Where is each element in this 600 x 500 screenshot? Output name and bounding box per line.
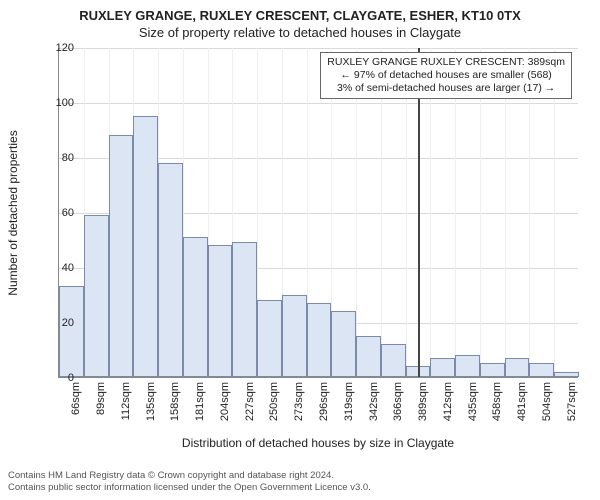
x-tick-label: 389sqm: [417, 382, 429, 432]
gridline-h: [59, 103, 578, 104]
x-tick-label: 250sqm: [268, 382, 280, 432]
y-tick-label: 40: [48, 262, 74, 274]
x-tick-label: 181sqm: [194, 382, 206, 432]
y-axis-label: Number of detached properties: [6, 48, 22, 378]
annotation-line-2: 3% of semi-detached houses are larger (1…: [327, 82, 565, 95]
x-tick-label: 435sqm: [467, 382, 479, 432]
histogram-bar: [282, 295, 307, 378]
x-tick-label: 527sqm: [566, 382, 578, 432]
histogram-bar: [331, 311, 356, 377]
gridline-h: [59, 48, 578, 49]
x-tick-label: 458sqm: [491, 382, 503, 432]
histogram-bar: [356, 336, 381, 377]
histogram-bar: [208, 245, 233, 377]
histogram-bar: [183, 237, 208, 377]
x-tick-label: 296sqm: [318, 382, 330, 432]
histogram-bar: [307, 303, 332, 377]
annotation-line-1: ← 97% of detached houses are smaller (56…: [327, 69, 565, 82]
x-tick-label: 366sqm: [392, 382, 404, 432]
histogram-bar: [554, 372, 579, 378]
x-axis-label: Distribution of detached houses by size …: [58, 436, 578, 450]
y-tick-label: 120: [48, 42, 74, 54]
histogram-bar: [158, 163, 183, 378]
histogram-bar: [133, 116, 158, 377]
x-tick-label: 481sqm: [516, 382, 528, 432]
x-tick-label: 342sqm: [368, 382, 380, 432]
x-tick-label: 135sqm: [145, 382, 157, 432]
footer-line-1: Contains HM Land Registry data © Crown c…: [8, 470, 371, 482]
histogram-bar: [257, 300, 282, 377]
y-tick-label: 60: [48, 207, 74, 219]
footer-line-2: Contains public sector information licen…: [8, 482, 371, 494]
histogram-bar: [84, 215, 109, 377]
histogram-bar: [505, 358, 530, 377]
x-tick-label: 227sqm: [244, 382, 256, 432]
x-tick-label: 204sqm: [219, 382, 231, 432]
x-tick-label: 412sqm: [442, 382, 454, 432]
x-tick-label: 158sqm: [169, 382, 181, 432]
histogram-bar: [480, 363, 505, 377]
plot-area-wrap: RUXLEY GRANGE RUXLEY CRESCENT: 389sqm ← …: [58, 48, 578, 378]
x-tick-label: 319sqm: [343, 382, 355, 432]
chart-title: RUXLEY GRANGE, RUXLEY CRESCENT, CLAYGATE…: [0, 0, 600, 23]
histogram-bar: [430, 358, 455, 377]
y-tick-label: 20: [48, 317, 74, 329]
histogram-bar: [381, 344, 406, 377]
histogram-bar: [455, 355, 480, 377]
x-tick-label: 66sqm: [70, 382, 82, 432]
annotation-title: RUXLEY GRANGE RUXLEY CRESCENT: 389sqm: [327, 56, 565, 69]
x-tick-label: 112sqm: [120, 382, 132, 432]
annotation-box: RUXLEY GRANGE RUXLEY CRESCENT: 389sqm ← …: [320, 52, 572, 99]
histogram-bar: [232, 242, 257, 377]
histogram-bar: [59, 286, 84, 377]
footer: Contains HM Land Registry data © Crown c…: [8, 470, 371, 494]
chart-subtitle: Size of property relative to detached ho…: [0, 23, 600, 40]
y-tick-label: 80: [48, 152, 74, 164]
x-tick-label: 89sqm: [95, 382, 107, 432]
x-tick-label: 504sqm: [541, 382, 553, 432]
histogram-bar: [529, 363, 554, 377]
chart-container: { "title": "RUXLEY GRANGE, RUXLEY CRESCE…: [0, 0, 600, 500]
histogram-bar: [109, 135, 134, 377]
y-tick-label: 100: [48, 97, 74, 109]
x-tick-label: 273sqm: [293, 382, 305, 432]
